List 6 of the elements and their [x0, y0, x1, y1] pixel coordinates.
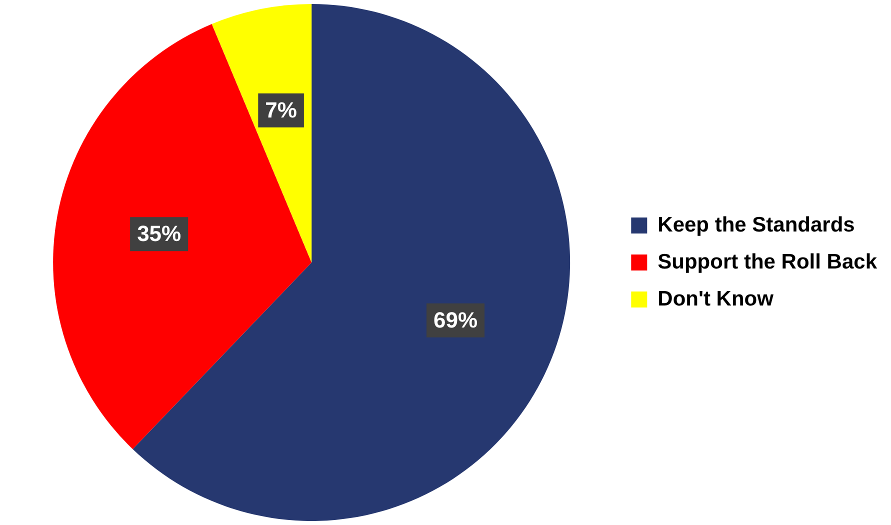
data-label: 7% [265, 97, 297, 122]
data-label: 69% [433, 307, 478, 332]
legend-label: Don't Know [658, 287, 774, 310]
data-label: 35% [137, 221, 182, 246]
legend-label: Support the Roll Back [658, 250, 878, 274]
legend-label: Keep the Standards [658, 213, 855, 236]
